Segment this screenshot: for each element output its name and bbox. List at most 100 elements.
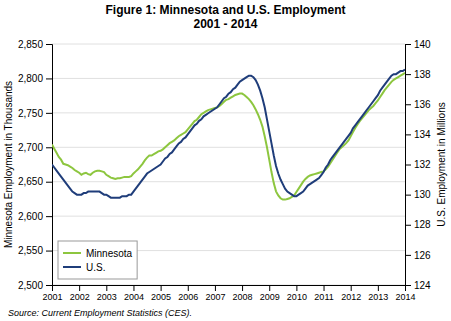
chart: 2001200220032004200520062007200820092010…: [0, 0, 451, 321]
x-axis-tick: 2013: [368, 285, 388, 302]
tick-mark: [378, 285, 379, 291]
tick-label: 2009: [260, 292, 280, 302]
tick-label: 2007: [205, 292, 225, 302]
grid-line: [52, 147, 405, 148]
tick-mark: [46, 182, 52, 183]
legend-label: U.S.: [86, 262, 105, 273]
tick-label: 134: [414, 129, 431, 140]
y2-axis-tick: 138: [405, 69, 431, 80]
tick-mark: [405, 134, 411, 135]
tick-label: 140: [414, 39, 431, 50]
tick-mark: [296, 285, 297, 291]
tick-mark: [133, 285, 134, 291]
series-line: [52, 70, 405, 198]
tick-label: 2,700: [18, 142, 43, 153]
tick-mark: [405, 225, 411, 226]
y-axis-tick: 2,850: [18, 39, 52, 50]
tick-label: 128: [414, 219, 431, 230]
tick-mark: [215, 285, 216, 291]
tick-mark: [188, 285, 189, 291]
tick-mark: [351, 285, 352, 291]
grid-line: [52, 181, 405, 182]
y-axis-tick: 2,700: [18, 142, 52, 153]
tick-label: 2,650: [18, 176, 43, 187]
y2-axis-tick: 136: [405, 99, 431, 110]
tick-mark: [405, 44, 411, 45]
tick-label: 2006: [178, 292, 198, 302]
y-axis-tick: 2,600: [18, 211, 52, 222]
tick-label: 2011: [314, 292, 333, 302]
y2-axis-line: [406, 45, 412, 286]
y2-axis-tick: 140: [405, 39, 431, 50]
tick-label: 2002: [70, 292, 90, 302]
y2-axis-tick: 128: [405, 219, 431, 230]
tick-mark: [405, 285, 411, 286]
y-axis-tick: 2,500: [18, 280, 52, 291]
legend: Minnesota U.S.: [58, 241, 137, 279]
y2-axis-title: U.S. Employment in Millions: [436, 102, 447, 226]
tick-mark: [46, 147, 52, 148]
y-axis-line: [46, 45, 53, 286]
legend-swatch: [63, 252, 81, 254]
tick-mark: [46, 251, 52, 252]
tick-mark: [405, 195, 411, 196]
y-axis-tick: 2,550: [18, 245, 52, 256]
x-axis-tick: 2011: [314, 285, 333, 302]
tick-label: 2004: [124, 292, 144, 302]
tick-mark: [405, 165, 411, 166]
legend-frame: [58, 241, 137, 279]
tick-label: 2005: [151, 292, 171, 302]
tick-label: 138: [414, 69, 431, 80]
tick-label: 126: [414, 250, 431, 261]
tick-label: 2014: [395, 292, 415, 302]
lines: [52, 70, 405, 200]
tick-label: 2,550: [18, 245, 43, 256]
y-axis-title: Minnesota Employment in Thousands: [3, 81, 14, 248]
grid-line: [52, 44, 405, 45]
grid: [52, 44, 405, 285]
tick-mark: [242, 285, 243, 291]
tick-mark: [405, 104, 411, 105]
tick-mark: [324, 285, 325, 291]
tick-mark: [46, 216, 52, 217]
tick-label: 2013: [368, 292, 388, 302]
tick-mark: [46, 44, 52, 45]
tick-label: 2001: [42, 292, 62, 302]
x-axis-tick: 2002: [70, 285, 90, 302]
y2-axis-tick: 134: [405, 129, 431, 140]
y2-axis-tick: 130: [405, 189, 431, 200]
tick-mark: [161, 285, 162, 291]
legend-swatch: [63, 266, 81, 268]
y-axis: 2,500 2,550 2,600 2,650 2,700 2,750 2,800 2,850: [18, 39, 53, 291]
x-axis-line: [53, 286, 406, 292]
tick-label: 130: [414, 189, 431, 200]
y2-axis: 124 126 128 130 132 134 136 138 140: [405, 39, 431, 291]
x-axis-tick: 2005: [151, 285, 171, 302]
legend-label: Minnesota: [86, 248, 133, 259]
tick-mark: [269, 285, 270, 291]
x-axis-tick: 2006: [178, 285, 198, 302]
tick-label: 2,750: [18, 108, 43, 119]
tick-mark: [46, 113, 52, 114]
tick-label: 2003: [97, 292, 117, 302]
tick-mark: [79, 285, 80, 291]
x-axis-tick: 2007: [205, 285, 225, 302]
x-axis-tick: 2003: [97, 285, 117, 302]
title: Figure 1: Minnesota and U.S. Employment2…: [105, 3, 345, 31]
y2-axis-tick: 132: [405, 159, 431, 170]
tick-label: 2008: [233, 292, 253, 302]
tick-label: 2,500: [18, 280, 43, 291]
tick-mark: [106, 285, 107, 291]
tick-label: 2,800: [18, 73, 43, 84]
grid-line: [52, 112, 405, 113]
x-axis-tick: 2012: [341, 285, 361, 302]
grid-line: [52, 216, 405, 217]
tick-label: 2,850: [18, 39, 43, 50]
tick-mark: [405, 74, 411, 75]
tick-label: 124: [414, 280, 431, 291]
tick-label: 136: [414, 99, 431, 110]
y-axis-tick: 2,650: [18, 176, 52, 187]
tick-mark: [46, 78, 52, 79]
grid-line: [52, 78, 405, 79]
y2-axis-tick: 126: [405, 250, 431, 261]
